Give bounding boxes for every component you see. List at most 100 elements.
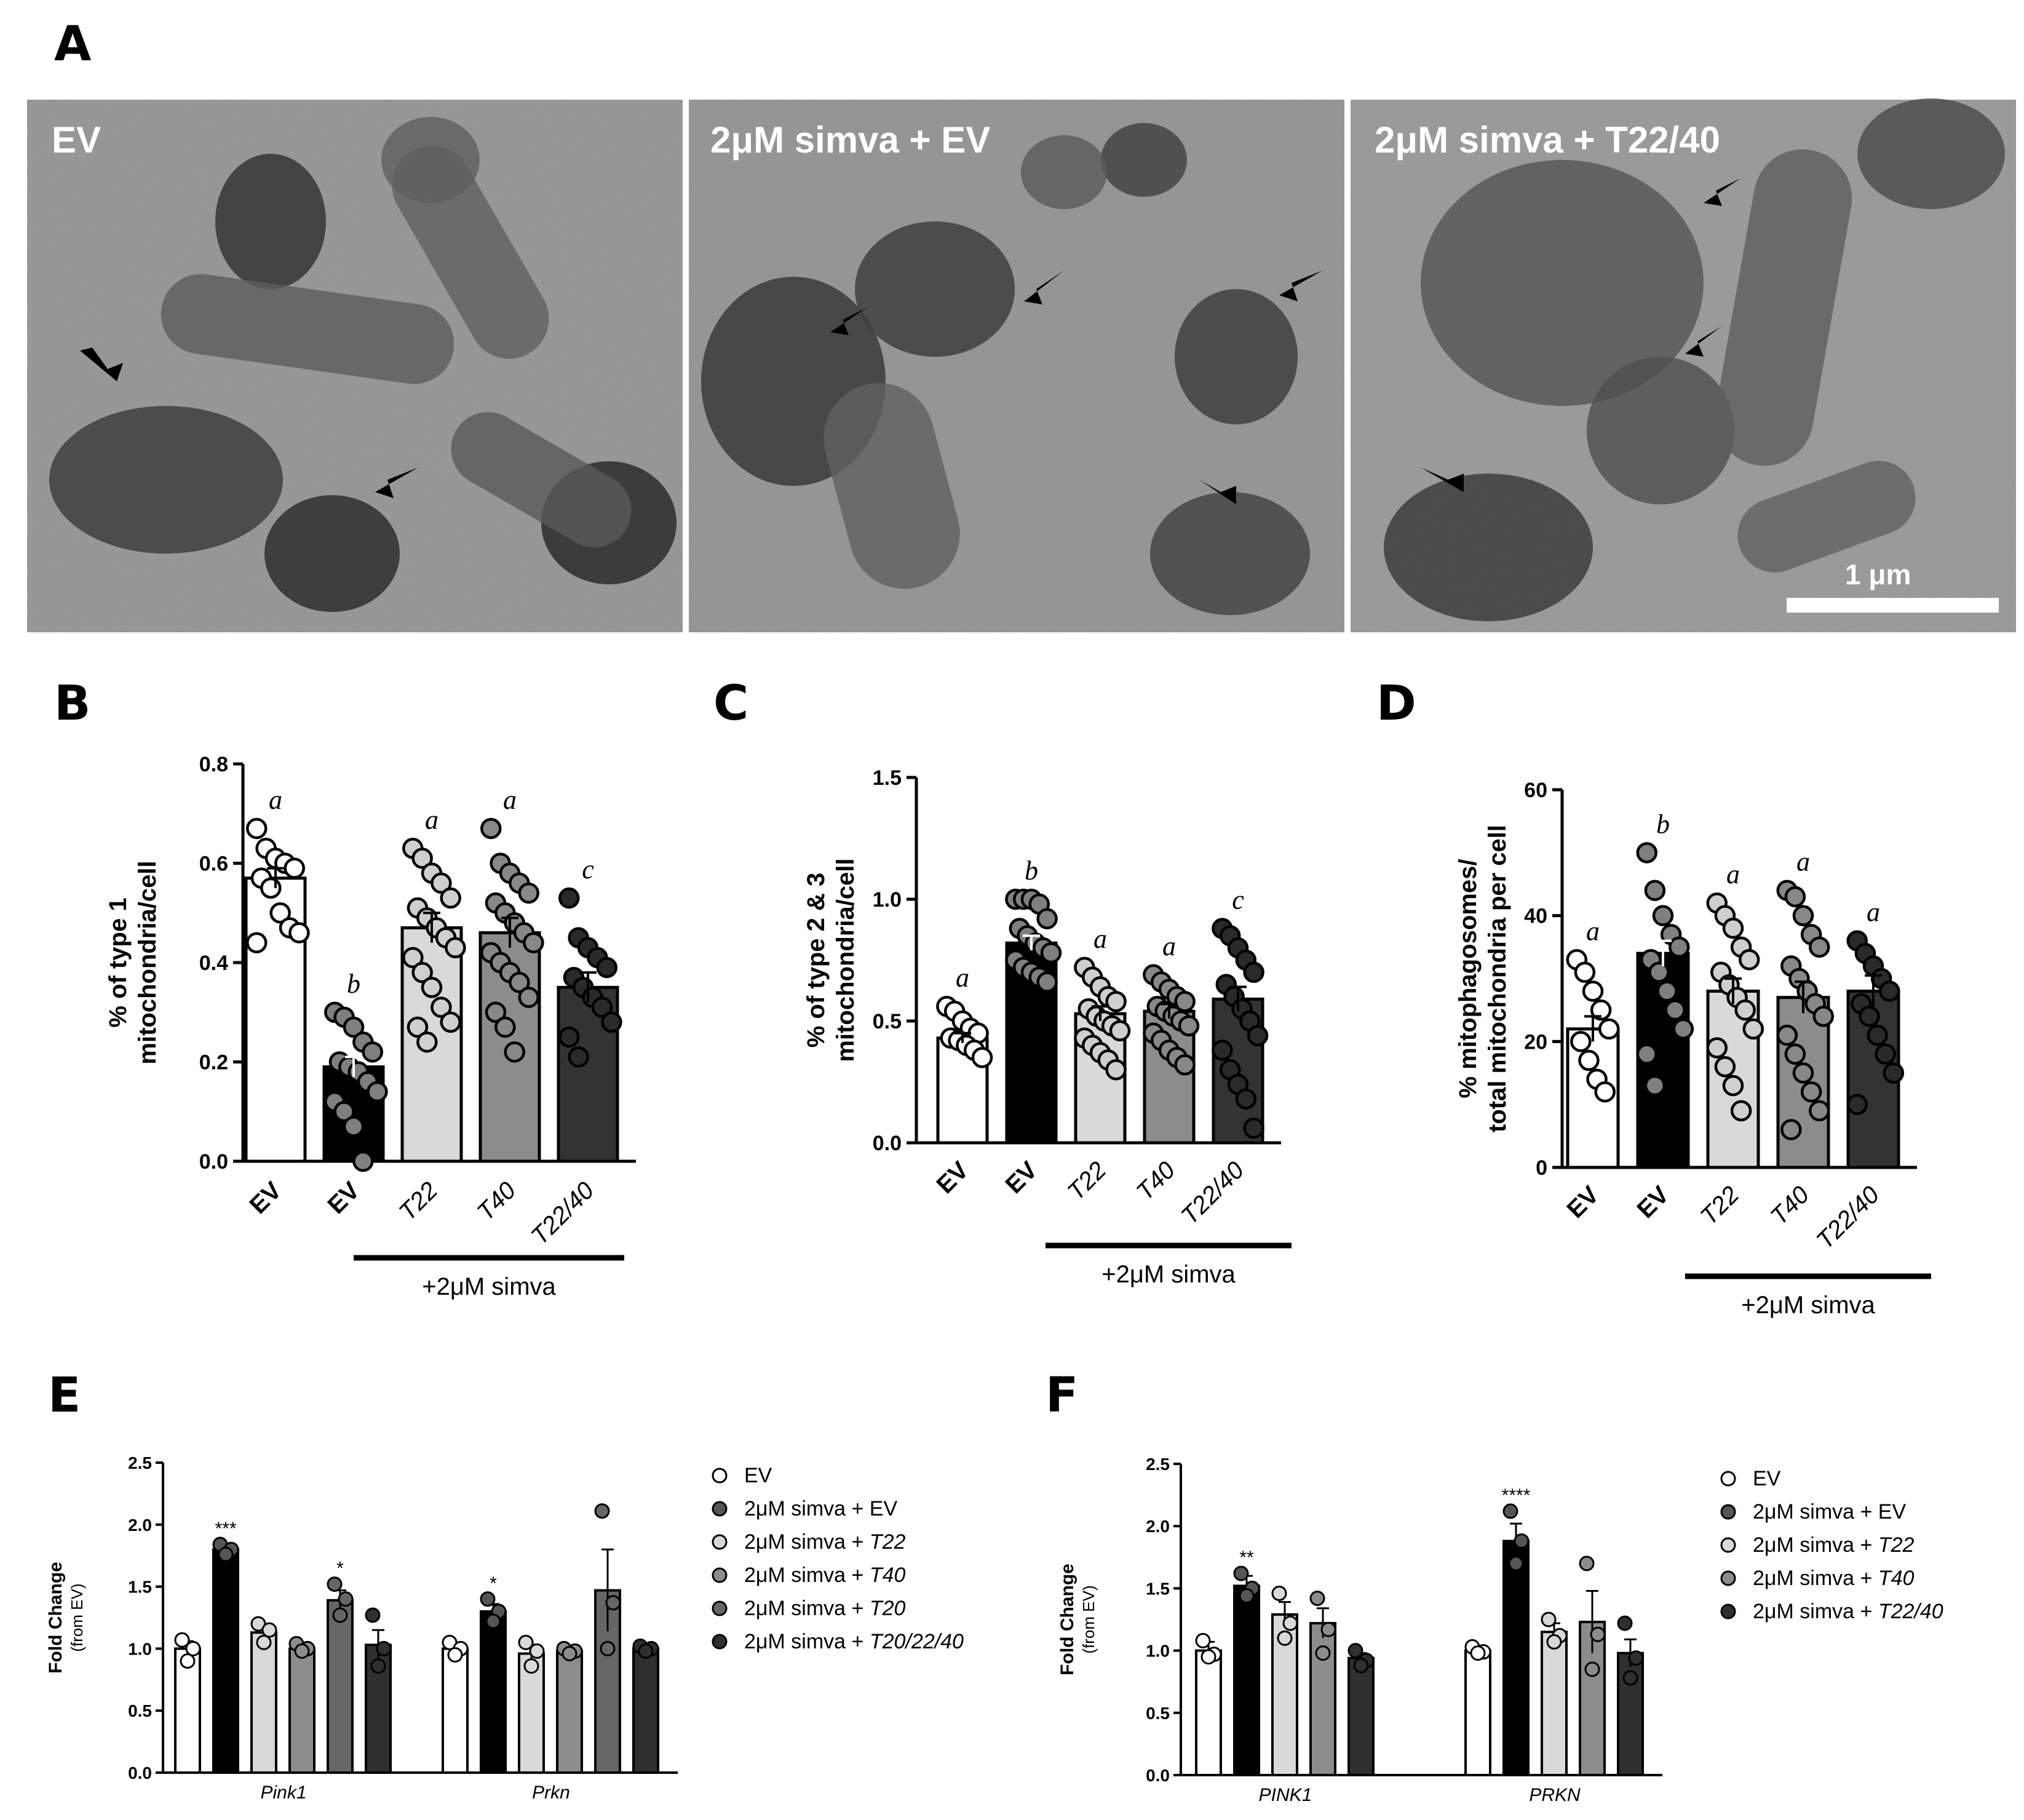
legend-marker: [712, 1634, 728, 1650]
panel-label-a: A: [54, 17, 91, 72]
significance-letter: a: [503, 785, 517, 815]
data-point: [1546, 1634, 1562, 1650]
legend-label-italic: T40: [1878, 1567, 1915, 1590]
data-point: [1636, 842, 1658, 864]
panel-label-c: C: [713, 676, 748, 731]
data-point: [1178, 1015, 1200, 1037]
category-label: T22: [1696, 1181, 1745, 1230]
legend-label-text: 2μM simva + EV: [744, 1497, 897, 1520]
data-point: [343, 1116, 365, 1137]
y-tick-label: 1.5: [873, 766, 902, 790]
data-point: [1808, 1100, 1830, 1122]
data-point: [246, 932, 268, 953]
mito-shape: [823, 383, 960, 589]
data-point: [558, 887, 580, 909]
category-label: T22: [394, 1177, 443, 1226]
data-point: [1353, 1658, 1369, 1674]
significance-letter: a: [956, 963, 969, 993]
mito-shape: [1175, 289, 1298, 424]
chart-d: 0 20 40 60 % mitophagosomes/total mitochondr…: [1455, 779, 1931, 1319]
data-point: [218, 1546, 234, 1562]
data-point: [376, 1640, 392, 1656]
micrograph-simva-t2240: [1351, 98, 2016, 632]
data-point: [1644, 880, 1666, 901]
scale-bar-label: 1 μm: [1845, 558, 1911, 590]
data-point: [411, 961, 433, 984]
data-point: [1508, 1556, 1524, 1572]
data-point: [370, 1658, 386, 1674]
significance-letter: c: [582, 854, 594, 884]
legend-label-italic: T22: [1878, 1533, 1915, 1557]
data-point: [504, 1041, 525, 1063]
y-axis-title: Fold Change: [1057, 1564, 1077, 1675]
category-label: EV: [1001, 1156, 1043, 1199]
significance-stars: ****: [1502, 1485, 1531, 1506]
micrograph-label-simva-ev: 2μM simva + EV: [710, 119, 990, 161]
panel-label-f: F: [1046, 1368, 1078, 1423]
data-point: [1722, 1075, 1744, 1097]
y-axis-title: % of type 1: [105, 897, 132, 1027]
bar: [1233, 1584, 1260, 1777]
legend-marker: [712, 1567, 728, 1583]
data-point: [509, 972, 530, 993]
data-point: [362, 1041, 383, 1063]
category-label: T22/40: [1811, 1181, 1884, 1254]
data-point: [523, 1658, 539, 1674]
legend-label: EV: [744, 1464, 772, 1487]
micrograph-ev: [27, 100, 683, 632]
y-tick-label: 0.5: [873, 1010, 902, 1033]
legend-label-text: 2μM simva +: [744, 1597, 870, 1620]
legend-label-italic: T22/40: [1878, 1600, 1943, 1623]
data-point: [1040, 942, 1062, 964]
data-point: [1628, 1650, 1644, 1666]
data-point: [333, 1101, 355, 1123]
data-point: [431, 996, 452, 1018]
bar: [250, 1631, 277, 1774]
data-point: [1875, 1043, 1896, 1065]
mito-shape: [215, 154, 326, 289]
bar: [1502, 1540, 1530, 1777]
legend-label-italic: T20/22/40: [870, 1630, 964, 1653]
bar: [1464, 1649, 1491, 1777]
data-point: [1502, 1503, 1518, 1519]
significance-letter: a: [1586, 916, 1600, 946]
arrow-icon: [80, 348, 123, 381]
y-tick-label: 0.0: [128, 1763, 152, 1782]
data-point: [1174, 1054, 1196, 1076]
data-point: [246, 817, 268, 840]
data-point: [485, 1001, 507, 1023]
data-point: [1277, 1630, 1293, 1646]
significance-letter: a: [1796, 847, 1810, 877]
data-point: [416, 1031, 438, 1053]
significance-stars: *: [336, 1559, 344, 1579]
data-point: [1812, 1006, 1835, 1027]
data-point: [1590, 999, 1612, 1021]
significance-letter: b: [1656, 809, 1670, 839]
y-tick-label: 40: [1524, 905, 1547, 928]
group-label: +2μM simva: [1741, 1292, 1875, 1319]
y-axis-subtitle: (from EV): [68, 1583, 86, 1651]
data-point: [174, 1632, 190, 1648]
y-tick-label: 0.5: [128, 1701, 152, 1720]
category-label: T22: [1063, 1156, 1112, 1206]
micrograph-label-simva-t2240: 2μM simva + T22/40: [1375, 119, 1720, 161]
data-point: [1243, 1117, 1264, 1139]
y-tick-label: 1.5: [1146, 1579, 1170, 1598]
legend-marker: [1720, 1471, 1736, 1487]
data-point: [605, 1595, 621, 1611]
legend-label-text: EV: [744, 1464, 772, 1487]
significance-letter: b: [1025, 856, 1038, 886]
mito-shape: [1384, 474, 1593, 621]
data-point: [269, 902, 291, 924]
data-point: [1883, 1062, 1905, 1084]
legend-marker: [1720, 1504, 1736, 1520]
data-point: [1780, 1119, 1802, 1140]
legend-label-text: 2μM simva +: [744, 1530, 870, 1554]
significance-stars: *: [490, 1573, 497, 1594]
y-tick-label: 2.5: [128, 1453, 152, 1472]
data-point: [402, 947, 424, 969]
data-point: [1800, 1081, 1822, 1103]
data-point: [365, 1607, 381, 1623]
legend-marker: [1720, 1570, 1736, 1586]
